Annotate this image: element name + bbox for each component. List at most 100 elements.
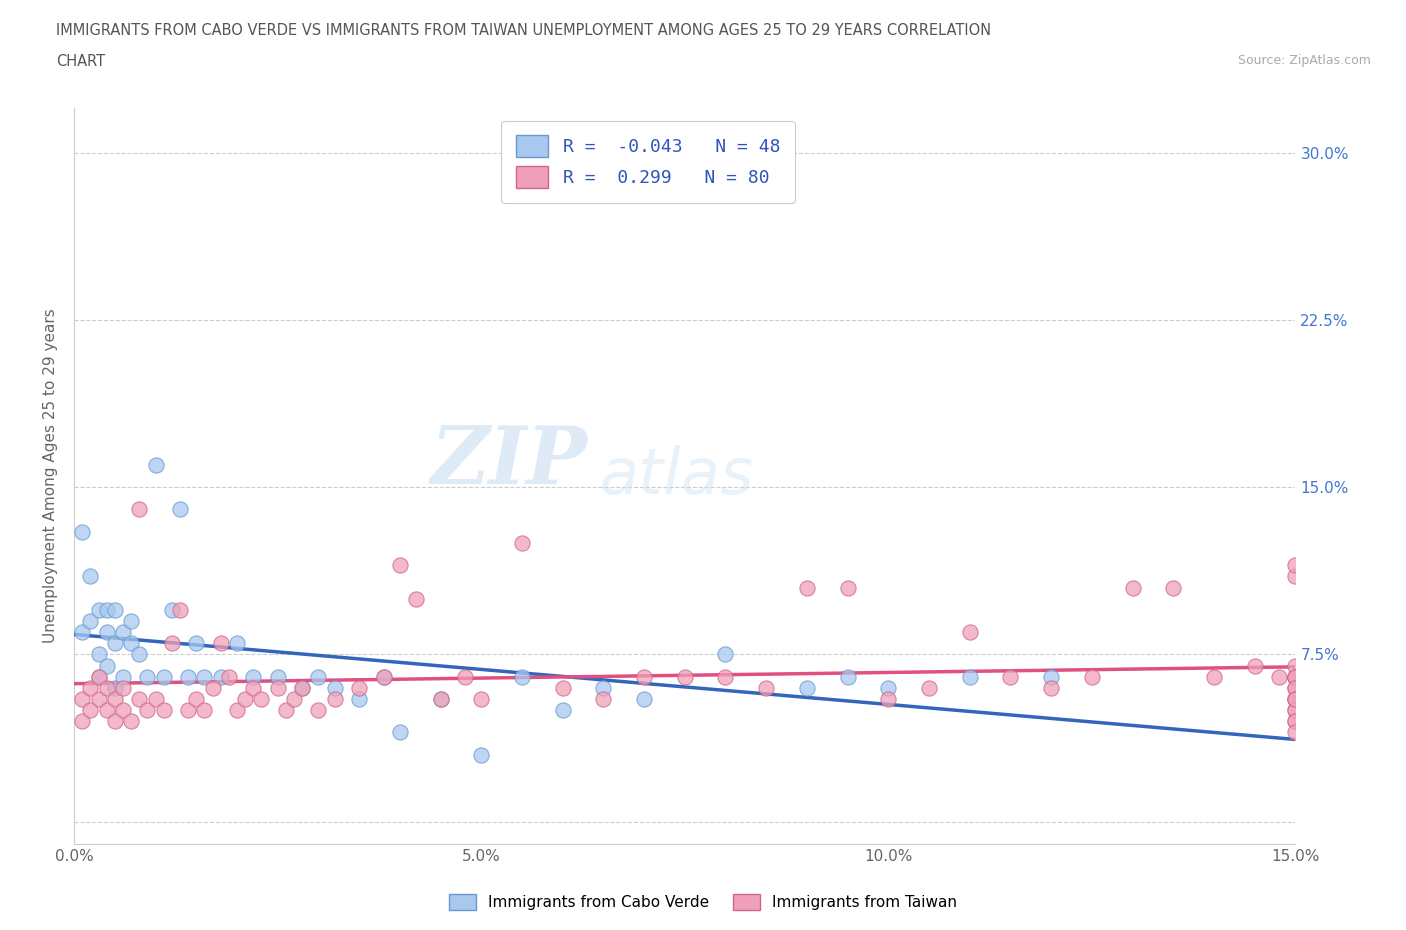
Point [1284, 714, 1306, 729]
Point [877, 681, 900, 696]
Point [209, 670, 232, 684]
Point [429, 692, 451, 707]
Point [796, 580, 818, 595]
Point [145, 458, 167, 472]
Point [209, 636, 232, 651]
Point [1284, 703, 1306, 718]
Point [96, 625, 118, 640]
Point [1284, 703, 1306, 718]
Point [918, 681, 941, 696]
Point [193, 703, 215, 718]
Point [323, 692, 346, 707]
Point [79, 703, 101, 718]
Point [837, 670, 859, 684]
Point [959, 625, 981, 640]
Point [128, 692, 150, 707]
Point [79, 569, 101, 584]
Point [70, 692, 93, 707]
Point [96, 703, 118, 718]
Point [796, 681, 818, 696]
Point [1284, 569, 1306, 584]
Point [177, 670, 200, 684]
Point [291, 681, 314, 696]
Point [111, 625, 134, 640]
Point [226, 636, 249, 651]
Point [633, 670, 655, 684]
Point [1284, 725, 1306, 740]
Legend: R =  -0.043   N = 48, R =  0.299   N = 80: R = -0.043 N = 48, R = 0.299 N = 80 [502, 121, 794, 203]
Point [1081, 670, 1104, 684]
Point [1243, 658, 1265, 673]
Point [79, 614, 101, 629]
Point [70, 625, 93, 640]
Y-axis label: Unemployment Among Ages 25 to 29 years: Unemployment Among Ages 25 to 29 years [44, 309, 58, 644]
Point [1268, 670, 1291, 684]
Point [96, 658, 118, 673]
Point [1284, 681, 1306, 696]
Point [405, 591, 427, 606]
Point [1284, 658, 1306, 673]
Point [510, 536, 533, 551]
Point [454, 670, 477, 684]
Point [104, 714, 127, 729]
Point [70, 525, 93, 539]
Point [1284, 714, 1306, 729]
Point [470, 748, 492, 763]
Point [470, 692, 492, 707]
Point [104, 681, 127, 696]
Point [96, 681, 118, 696]
Point [96, 603, 118, 618]
Point [266, 681, 288, 696]
Point [1284, 692, 1306, 707]
Point [551, 681, 574, 696]
Point [136, 670, 159, 684]
Point [160, 603, 183, 618]
Point [218, 670, 240, 684]
Point [373, 670, 395, 684]
Point [347, 681, 370, 696]
Point [1040, 670, 1063, 684]
Point [714, 647, 737, 662]
Point [152, 670, 174, 684]
Point [152, 703, 174, 718]
Point [120, 636, 142, 651]
Point [1163, 580, 1185, 595]
Point [201, 681, 224, 696]
Point [250, 692, 273, 707]
Point [193, 670, 215, 684]
Text: atlas: atlas [599, 445, 754, 507]
Point [1284, 670, 1306, 684]
Point [1284, 670, 1306, 684]
Point [1284, 558, 1306, 573]
Point [111, 670, 134, 684]
Point [307, 703, 329, 718]
Point [1284, 692, 1306, 707]
Point [274, 703, 297, 718]
Point [429, 692, 451, 707]
Point [551, 703, 574, 718]
Point [1284, 692, 1306, 707]
Point [307, 670, 329, 684]
Point [388, 558, 411, 573]
Point [388, 725, 411, 740]
Text: IMMIGRANTS FROM CABO VERDE VS IMMIGRANTS FROM TAIWAN UNEMPLOYMENT AMONG AGES 25 : IMMIGRANTS FROM CABO VERDE VS IMMIGRANTS… [56, 23, 991, 38]
Point [104, 603, 127, 618]
Point [128, 502, 150, 517]
Point [79, 681, 101, 696]
Point [633, 692, 655, 707]
Point [169, 603, 191, 618]
Point [1284, 681, 1306, 696]
Point [242, 670, 264, 684]
Text: Source: ZipAtlas.com: Source: ZipAtlas.com [1237, 54, 1371, 67]
Point [714, 670, 737, 684]
Point [1202, 670, 1225, 684]
Point [104, 636, 127, 651]
Point [87, 692, 110, 707]
Point [136, 703, 159, 718]
Point [347, 692, 370, 707]
Point [177, 703, 200, 718]
Point [104, 692, 127, 707]
Point [111, 681, 134, 696]
Point [186, 636, 208, 651]
Text: CHART: CHART [56, 54, 105, 69]
